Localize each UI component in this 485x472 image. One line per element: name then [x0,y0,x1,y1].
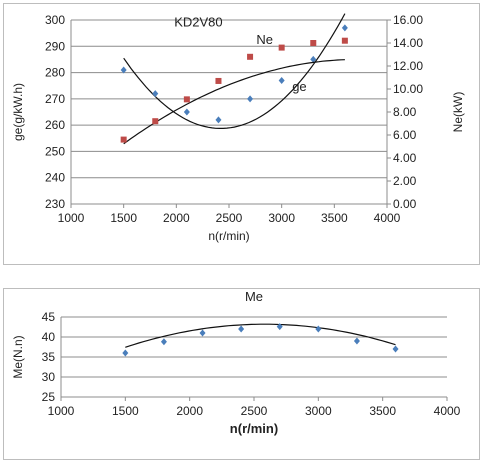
x-tick-label: 4000 [374,211,401,225]
y2-tick-label: 0.00 [393,197,417,211]
y-tick-label: 40 [42,330,56,344]
y-tick-label: 25 [42,390,56,404]
x-tick-label: 3000 [268,211,295,225]
data-point-me [315,325,322,333]
data-point-me [353,337,360,345]
y-tick-label: 45 [42,310,56,324]
y-tick-label: 30 [42,370,56,384]
data-point-ge [215,116,222,124]
y2-tick-label: 12.00 [393,59,423,73]
data-point-ne [215,77,222,84]
x-tick-label: 3000 [305,404,332,418]
trendline-me [125,323,396,348]
data-point-ne [278,44,285,51]
y-tick-label: 290 [45,39,65,53]
x-tick-label: 2000 [176,404,203,418]
data-point-ne [341,37,348,44]
y-tick-label: 260 [45,118,65,132]
chart-ge-ne: 230 240 250 260 270 280 290 300 0.00 2.00 4.00 6.00… [11,13,465,243]
x-tick-label: 1500 [112,404,139,418]
x-tick-label: 2000 [163,211,190,225]
engine-performance-chart: 230 240 250 260 270 280 290 300 0.00 2.00 4.00 6.00… [3,3,480,265]
y-tick-label: 280 [45,66,65,80]
chart-me: 25 30 35 40 45 1000 1500 2000 2500 3000 3500 4000 n(… [11,289,461,436]
data-point-me [392,345,399,353]
trendline-ne [123,59,345,145]
x-tick-label: 1000 [58,211,85,225]
data-point-me [276,323,283,331]
y2-tick-label: 2.00 [393,174,417,188]
y-axis-title: ge(g/kW.h) [11,83,25,141]
x-tick-label: 3500 [369,404,396,418]
data-point-ge [120,66,127,74]
data-point-ne [183,96,190,103]
y2-tick-label: 4.00 [393,151,417,165]
torque-chart: 25 30 35 40 45 1000 1500 2000 2500 3000 3500 4000 n(… [3,288,480,460]
data-point-ge [247,95,254,103]
data-point-me [160,338,167,346]
data-point-ne [247,53,254,60]
y-tick-label: 250 [45,144,65,158]
data-point-me [238,325,245,333]
data-point-ge [278,76,285,84]
x-tick-label: 1000 [48,404,75,418]
y2-tick-label: 6.00 [393,128,417,142]
series-label-ne: Ne [256,32,273,47]
y-tick-label: 35 [42,350,56,364]
data-point-ne [120,136,127,143]
x-tick-label: 1500 [110,211,137,225]
x-tick-label: 2500 [216,211,243,225]
y-tick-label: 300 [45,13,65,27]
chart-title: KD2V80 [174,15,222,30]
data-point-ne [310,40,317,46]
y2-tick-label: 14.00 [393,36,423,50]
y-tick-label: 230 [45,197,65,211]
x-tick-label: 4000 [434,404,461,418]
x-axis-title: n(r/min) [230,421,278,436]
y2-tick-label: 10.00 [393,82,423,96]
chart-title: Me [245,289,263,304]
y-tick-label: 240 [45,171,65,185]
x-tick-label: 3500 [321,211,348,225]
data-point-ge [341,24,348,32]
y2-tick-label: 16.00 [393,13,423,27]
data-point-me [199,329,206,337]
data-point-me [122,349,129,357]
x-axis-title: n(r/min) [208,229,249,243]
y2-tick-label: 8.00 [393,105,417,119]
data-point-ne [152,118,159,125]
y2-axis-title: Ne(kW) [451,92,465,133]
series-label-ge: ge [292,79,306,94]
y-tick-label: 270 [45,92,65,106]
data-point-ge [310,55,317,63]
y-axis-title: Me(N.n) [11,335,25,378]
trendline-ge [123,13,346,129]
x-tick-label: 2500 [241,404,268,418]
data-point-ge [152,90,159,98]
data-point-ge [183,108,190,116]
